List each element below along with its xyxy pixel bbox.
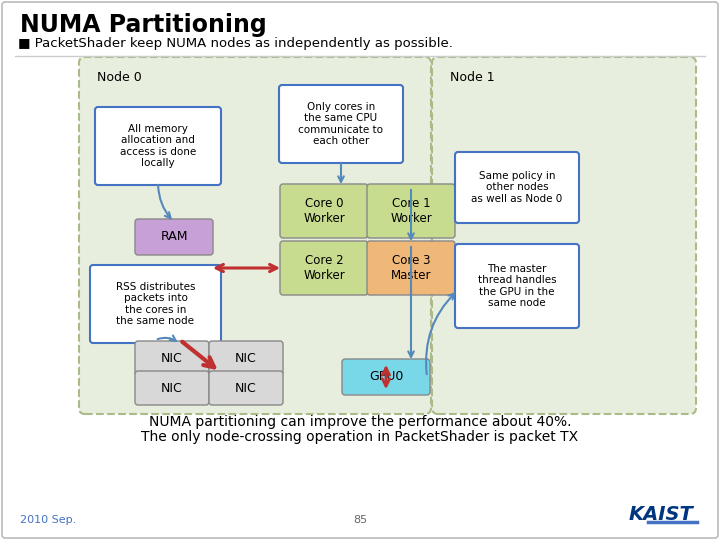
Text: All memory
allocation and
access is done
locally: All memory allocation and access is done… xyxy=(120,124,196,168)
Text: RSS distributes
packets into
the cores in
the same node: RSS distributes packets into the cores i… xyxy=(116,281,195,326)
FancyBboxPatch shape xyxy=(135,219,213,255)
FancyBboxPatch shape xyxy=(280,241,368,295)
Text: ■ PacketShader keep NUMA nodes as independently as possible.: ■ PacketShader keep NUMA nodes as indepe… xyxy=(18,37,453,51)
FancyBboxPatch shape xyxy=(367,184,455,238)
Text: NIC: NIC xyxy=(161,352,183,365)
FancyBboxPatch shape xyxy=(79,57,431,414)
FancyBboxPatch shape xyxy=(455,152,579,223)
Text: NUMA partitioning can improve the performance about 40%.: NUMA partitioning can improve the perfor… xyxy=(149,415,571,429)
FancyBboxPatch shape xyxy=(95,107,221,185)
FancyBboxPatch shape xyxy=(209,371,283,405)
Text: Same policy in
other nodes
as well as Node 0: Same policy in other nodes as well as No… xyxy=(472,171,562,204)
FancyBboxPatch shape xyxy=(367,241,455,295)
Text: 85: 85 xyxy=(353,515,367,525)
Text: NIC: NIC xyxy=(235,352,257,365)
FancyBboxPatch shape xyxy=(432,57,696,414)
Text: KAIST: KAIST xyxy=(629,504,693,523)
Text: Node 0: Node 0 xyxy=(97,71,142,84)
Text: Core 3
Master: Core 3 Master xyxy=(391,254,431,282)
Text: NIC: NIC xyxy=(235,381,257,395)
Text: Node 1: Node 1 xyxy=(450,71,495,84)
FancyBboxPatch shape xyxy=(342,359,430,395)
Text: NIC: NIC xyxy=(161,381,183,395)
FancyBboxPatch shape xyxy=(90,265,221,343)
Text: Only cores in
the same CPU
communicate to
each other: Only cores in the same CPU communicate t… xyxy=(299,102,384,146)
Text: NUMA Partitioning: NUMA Partitioning xyxy=(20,13,266,37)
FancyBboxPatch shape xyxy=(280,184,368,238)
Text: Core 1
Worker: Core 1 Worker xyxy=(390,197,432,225)
Text: The master
thread handles
the GPU in the
same node: The master thread handles the GPU in the… xyxy=(477,264,557,308)
Text: GPU0: GPU0 xyxy=(369,370,403,383)
FancyBboxPatch shape xyxy=(455,244,579,328)
FancyBboxPatch shape xyxy=(209,341,283,375)
Text: The only node-crossing operation in PacketShader is packet TX: The only node-crossing operation in Pack… xyxy=(141,430,579,444)
Text: 2010 Sep.: 2010 Sep. xyxy=(20,515,76,525)
FancyBboxPatch shape xyxy=(135,341,209,375)
FancyBboxPatch shape xyxy=(279,85,403,163)
FancyBboxPatch shape xyxy=(135,371,209,405)
Text: Core 2
Worker: Core 2 Worker xyxy=(303,254,345,282)
Text: Core 0
Worker: Core 0 Worker xyxy=(303,197,345,225)
Text: RAM: RAM xyxy=(161,231,188,244)
